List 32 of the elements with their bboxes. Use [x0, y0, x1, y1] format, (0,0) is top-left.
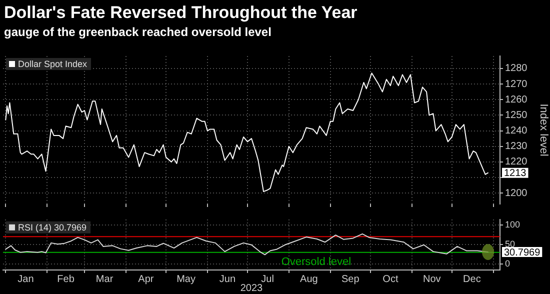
- y-tick-label: 1270: [505, 78, 528, 90]
- x-tick-label: May: [176, 274, 196, 285]
- x-tick-label: Mar: [96, 274, 114, 285]
- y-tick-label: 1280: [505, 63, 528, 74]
- x-tick-label: Oct: [382, 274, 398, 285]
- y-tick-label: 0: [505, 258, 510, 269]
- x-tick-label: Jul: [261, 274, 274, 285]
- x-tick-label: Feb: [57, 274, 75, 285]
- x-tick-label: Jan: [18, 274, 34, 285]
- data-label: 1213: [504, 168, 527, 180]
- x-tick-label: Nov: [422, 274, 441, 285]
- x-tick-label: Jun: [219, 274, 236, 285]
- y-tick-label: 1260: [505, 94, 528, 106]
- chart-title: Dollar's Fate Reversed Throughout the Year: [4, 3, 358, 23]
- y-tick-label: 1200: [505, 188, 528, 199]
- y-tick-label: 50: [505, 238, 516, 249]
- chart-subtitle: gauge of the greenback reached oversold level: [4, 25, 272, 39]
- legend-label: RSI (14) 30.7969: [18, 222, 87, 232]
- x-tick-label: Dec: [463, 274, 481, 285]
- y-tick-label: 100: [505, 219, 520, 230]
- y-tick-label: 1250: [505, 110, 528, 121]
- ref-line-label: Oversold level: [281, 256, 352, 268]
- y-tick-label: 1220: [505, 156, 528, 168]
- x-tick-label: Sep: [341, 274, 360, 285]
- legend-label: Dollar Spot Index: [18, 58, 88, 69]
- y-tick-label: 1230: [505, 141, 528, 152]
- data-label: 30.7969: [504, 247, 541, 258]
- y-tick-label: 1240: [505, 126, 528, 137]
- y-axis-title: Index level: [537, 104, 550, 156]
- x-tick-label: Aug: [300, 274, 318, 285]
- x-axis-title: 2023: [240, 282, 264, 294]
- x-tick-label: Apr: [138, 274, 154, 285]
